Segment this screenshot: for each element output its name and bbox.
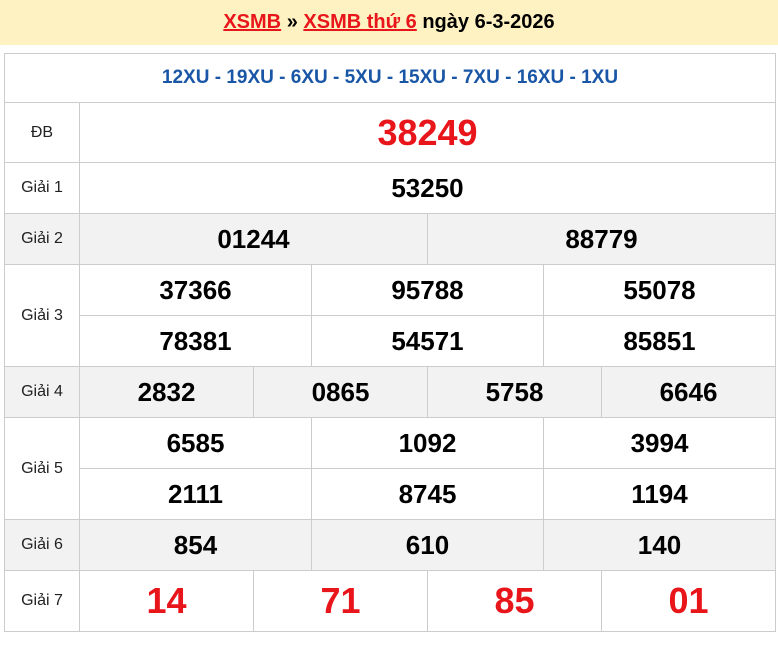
- codes-row: 12XU - 19XU - 6XU - 5XU - 15XU - 7XU - 1…: [4, 53, 776, 103]
- prize-number: 6585: [79, 417, 312, 469]
- prize-number: 610: [311, 519, 544, 571]
- xsmb-thu6-link[interactable]: XSMB thứ 6: [303, 11, 417, 33]
- prize-number: 5758: [427, 366, 602, 418]
- prize-number: 55078: [543, 264, 776, 316]
- prize-number: 2111: [79, 468, 312, 520]
- prize-number: 1194: [543, 468, 776, 520]
- date-text: ngày 6-3-2026: [422, 11, 555, 33]
- prize-number: 85851: [543, 315, 776, 367]
- separator: »: [286, 11, 298, 33]
- prize-label: Giải 2: [4, 213, 80, 265]
- special-prize: 38249: [79, 102, 776, 163]
- prize-number: 37366: [79, 264, 312, 316]
- prize-label: ĐB: [4, 102, 80, 163]
- prize-label: Giải 7: [4, 570, 80, 632]
- prize-number: 95788: [311, 264, 544, 316]
- prize-number: 01: [601, 570, 776, 632]
- prize-number: 6646: [601, 366, 776, 418]
- prize-number: 78381: [79, 315, 312, 367]
- prize-number: 3994: [543, 417, 776, 469]
- results-table: 12XU - 19XU - 6XU - 5XU - 15XU - 7XU - 1…: [4, 53, 776, 632]
- prize-number: 8745: [311, 468, 544, 520]
- prize-label: Giải 4: [4, 366, 80, 418]
- prize-number: 71: [253, 570, 428, 632]
- prize-number: 54571: [311, 315, 544, 367]
- prize-number: 53250: [79, 162, 776, 214]
- prize-number: 2832: [79, 366, 254, 418]
- prize-label: Giải 6: [4, 519, 80, 571]
- prize-number: 1092: [311, 417, 544, 469]
- prize-number: 140: [543, 519, 776, 571]
- prize-label: Giải 5: [4, 417, 80, 520]
- prize-label: Giải 1: [4, 162, 80, 214]
- prize-label: Giải 3: [4, 264, 80, 367]
- prize-number: 85: [427, 570, 602, 632]
- xsmb-link[interactable]: XSMB: [223, 11, 282, 33]
- prize-number: 0865: [253, 366, 428, 418]
- prize-number: 854: [79, 519, 312, 571]
- prize-number: 14: [79, 570, 254, 632]
- prize-number: 01244: [79, 213, 428, 265]
- prize-number: 88779: [427, 213, 776, 265]
- page-header: XSMB » XSMB thứ 6 ngày 6-3-2026: [0, 0, 778, 45]
